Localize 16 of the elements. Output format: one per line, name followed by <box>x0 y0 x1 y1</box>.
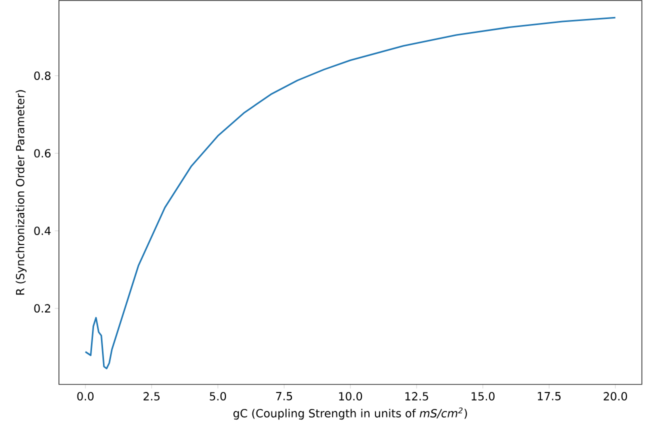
y-axis-title: R (Synchronization Order Parameter) <box>16 90 27 294</box>
y-tick-label: 0.8 <box>34 71 50 80</box>
x-tick-label: 12.5 <box>405 392 428 400</box>
x-tick-label: 17.5 <box>538 392 561 400</box>
x-tick-label: 20.0 <box>604 392 628 400</box>
y-tick-label: 0.6 <box>34 148 51 158</box>
x-tick-label: 10.0 <box>339 392 362 400</box>
y-tick-label: 0.4 <box>34 226 51 235</box>
line-series <box>84 16 616 370</box>
text: gC (Coupling Strength in units of mS/cm$^{2}$) <box>233 407 467 420</box>
x-tick-label: 0.0 <box>77 392 94 400</box>
x-tick-label: 7.5 <box>276 392 292 400</box>
y-tick-label: 0.2 <box>34 304 50 312</box>
x-tick-label: 5.0 <box>210 392 226 400</box>
x-tick-label: 15.0 <box>472 392 495 400</box>
x-tick-label: 2.5 <box>144 392 160 400</box>
